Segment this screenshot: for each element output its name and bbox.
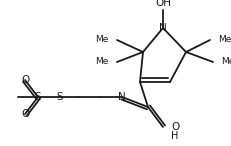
Text: N: N bbox=[159, 23, 167, 33]
Text: O: O bbox=[171, 122, 179, 132]
Text: Me: Me bbox=[96, 58, 109, 66]
Text: N: N bbox=[118, 92, 126, 102]
Text: O: O bbox=[21, 109, 29, 119]
Text: Me: Me bbox=[96, 35, 109, 45]
Text: OH: OH bbox=[155, 0, 171, 8]
Text: Me: Me bbox=[218, 35, 231, 45]
Text: Me: Me bbox=[221, 58, 231, 66]
Text: S: S bbox=[57, 92, 63, 102]
Text: O: O bbox=[21, 75, 29, 85]
Text: H: H bbox=[171, 131, 178, 141]
Text: S: S bbox=[35, 92, 41, 102]
